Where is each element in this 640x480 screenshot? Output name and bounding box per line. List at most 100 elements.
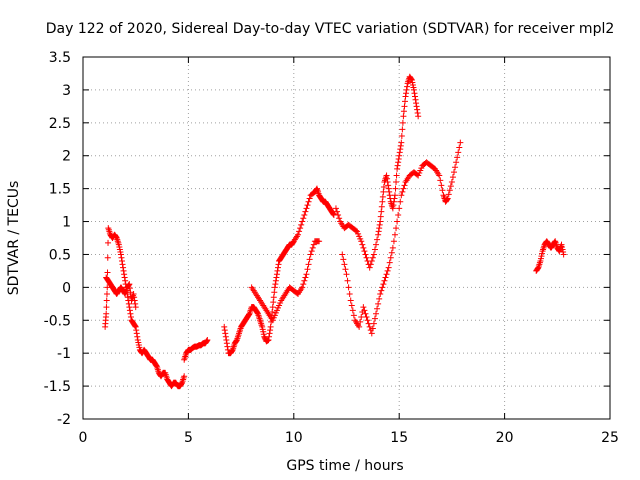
- data-point-track-f: [384, 175, 391, 182]
- data-point-track-f: [371, 246, 378, 253]
- data-point-track-f: [334, 208, 341, 215]
- data-point-track-a: [118, 258, 125, 265]
- data-point-track-d: [271, 284, 278, 291]
- data-point-track-f: [408, 76, 415, 83]
- data-point-track-e: [306, 256, 313, 263]
- data-point-track-d: [273, 271, 280, 278]
- data-point-track-f: [378, 203, 385, 210]
- chart-title: Day 122 of 2020, Sidereal Day-to-day VTE…: [46, 21, 615, 37]
- data-point-track-a: [103, 297, 110, 304]
- data-point-track-e: [316, 238, 323, 245]
- data-point-track-d: [221, 327, 228, 334]
- data-point-track-f: [410, 86, 417, 93]
- data-point-track-f: [384, 179, 391, 186]
- data-point-track-f: [378, 208, 385, 215]
- data-points: [102, 73, 567, 390]
- data-point-track-f: [413, 100, 420, 107]
- data-point-track-g: [438, 182, 445, 189]
- data-point-track-a: [103, 290, 110, 297]
- data-point-track-g: [340, 256, 347, 263]
- data-point-track-d: [304, 202, 311, 209]
- data-point-track-a: [122, 277, 129, 284]
- data-point-track-g: [390, 238, 397, 245]
- x-tick-label: 15: [390, 430, 408, 446]
- data-point-track-f: [413, 103, 420, 110]
- data-point-track-d: [221, 323, 228, 330]
- data-point-track-d: [330, 211, 337, 218]
- data-point-track-g: [383, 271, 390, 278]
- data-point-track-g: [371, 315, 378, 322]
- data-point-track-g: [368, 330, 375, 337]
- data-point-track-f: [380, 188, 387, 195]
- data-point-track-d: [303, 205, 310, 212]
- data-point-track-f: [414, 109, 421, 116]
- data-point-track-a: [119, 261, 126, 268]
- data-point-track-g: [398, 192, 405, 199]
- data-point-track-d: [266, 330, 273, 337]
- data-point-track-g: [452, 164, 459, 171]
- data-point-track-g: [444, 196, 451, 203]
- data-point-track-d: [299, 218, 306, 225]
- data-point-track-d: [295, 231, 302, 238]
- y-tick-label: 1: [62, 215, 71, 231]
- data-point-track-g: [365, 320, 372, 327]
- data-point-track-g: [384, 267, 391, 274]
- y-tick-label: 2: [62, 149, 71, 165]
- data-point-track-f: [385, 185, 392, 192]
- data-point-track-d: [305, 198, 312, 205]
- data-point-track-g: [447, 183, 454, 190]
- data-point-track-e: [305, 261, 312, 268]
- data-point-track-a: [104, 284, 111, 291]
- data-point-track-g: [362, 310, 369, 317]
- data-point-track-a: [104, 269, 111, 276]
- data-point-track-f: [374, 236, 381, 243]
- data-point-track-g: [457, 139, 464, 146]
- data-point-track-g: [400, 185, 407, 192]
- x-tick-label: 10: [285, 430, 303, 446]
- data-point-track-f: [411, 90, 418, 97]
- data-point-track-f: [391, 195, 398, 202]
- data-point-track-g: [360, 304, 367, 311]
- data-point-track-f: [390, 198, 397, 205]
- data-point-track-f: [380, 183, 387, 190]
- x-axis-title: GPS time / hours: [286, 458, 403, 474]
- data-point-track-a: [134, 333, 141, 340]
- data-point-track-g: [436, 172, 443, 179]
- data-point-track-g: [448, 179, 455, 186]
- data-point-track-g: [437, 177, 444, 184]
- data-point-track-f: [379, 198, 386, 205]
- data-point-track-f: [389, 205, 396, 212]
- x-tick-labels: 0 5 10 15 20 25: [79, 430, 619, 446]
- data-point-track-e: [301, 277, 308, 284]
- grid-lines: [83, 57, 610, 419]
- data-point-track-g: [444, 195, 451, 202]
- data-point-track-a: [117, 251, 124, 258]
- data-point-track-f: [403, 86, 410, 93]
- y-tick-label: 0.5: [49, 247, 71, 263]
- data-point-track-d: [222, 330, 229, 337]
- data-point-track-g: [381, 277, 388, 284]
- data-point-track-a: [126, 304, 133, 311]
- data-point-track-f: [399, 126, 406, 133]
- data-point-track-h: [560, 251, 567, 258]
- data-point-track-g: [439, 187, 446, 194]
- data-point-track-f: [332, 205, 339, 212]
- data-point-track-f: [401, 103, 408, 110]
- data-point-track-d: [274, 264, 281, 271]
- y-tick-label: 2.5: [49, 116, 71, 132]
- data-point-track-g: [345, 284, 352, 291]
- data-point-track-g: [456, 144, 463, 151]
- y-tick-label: 0: [62, 280, 71, 296]
- data-point-track-g: [393, 225, 400, 232]
- data-point-track-g: [449, 174, 456, 181]
- data-point-track-d: [267, 327, 274, 334]
- data-point-track-f: [395, 156, 402, 163]
- data-point-track-e: [302, 274, 309, 281]
- data-point-track-g: [385, 264, 392, 271]
- data-point-track-g: [339, 251, 346, 258]
- data-point-track-g: [374, 305, 381, 312]
- data-point-track-f: [385, 182, 392, 189]
- data-point-track-d: [275, 261, 282, 268]
- data-point-track-f: [360, 244, 367, 251]
- data-point-track-b: [132, 300, 139, 307]
